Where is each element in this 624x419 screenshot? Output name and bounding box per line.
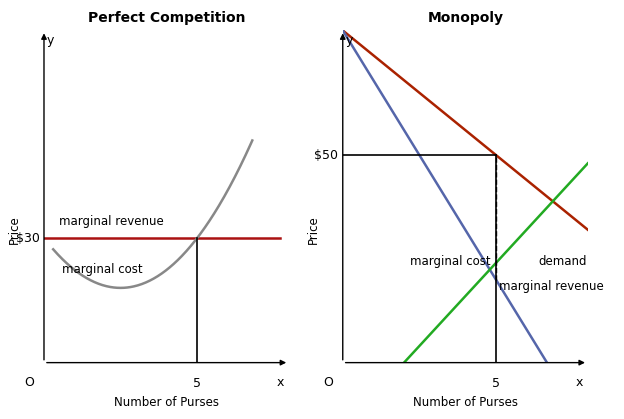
Text: demand: demand bbox=[539, 255, 587, 268]
Text: Number of Purses: Number of Purses bbox=[413, 396, 518, 409]
Text: Price: Price bbox=[307, 215, 320, 244]
Text: Price: Price bbox=[8, 215, 21, 244]
Text: x: x bbox=[277, 376, 284, 389]
Text: y: y bbox=[46, 34, 54, 47]
Title: Perfect Competition: Perfect Competition bbox=[88, 11, 245, 25]
Text: 5: 5 bbox=[193, 377, 201, 390]
Text: marginal cost: marginal cost bbox=[410, 255, 491, 268]
Text: O: O bbox=[323, 376, 333, 389]
Title: Monopoly: Monopoly bbox=[427, 11, 504, 25]
Text: $50: $50 bbox=[314, 148, 338, 161]
Text: 5: 5 bbox=[492, 377, 500, 390]
Text: Number of Purses: Number of Purses bbox=[114, 396, 219, 409]
Text: O: O bbox=[24, 376, 34, 389]
Text: marginal revenue: marginal revenue bbox=[59, 215, 164, 228]
Text: x: x bbox=[575, 376, 583, 389]
Text: y: y bbox=[345, 34, 353, 47]
Text: $30: $30 bbox=[16, 232, 39, 245]
Text: marginal cost: marginal cost bbox=[62, 263, 143, 276]
Text: marginal revenue: marginal revenue bbox=[499, 279, 604, 292]
